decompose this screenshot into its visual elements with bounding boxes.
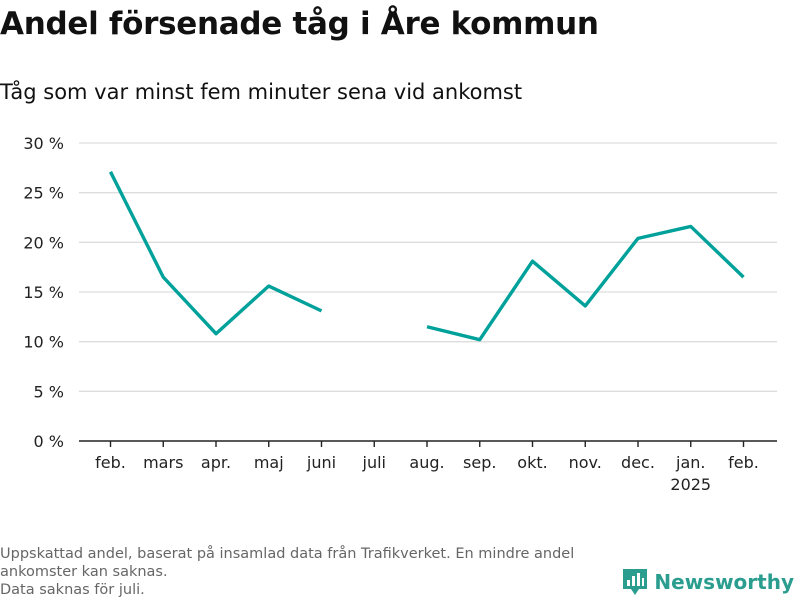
bar-chart-logo-icon (623, 569, 648, 595)
chart-title: Andel försenade tåg i Åre kommun (0, 6, 599, 42)
x-tick-label: juli (362, 453, 386, 472)
x-axis (79, 440, 777, 447)
series-line-segment (108, 171, 323, 336)
x-tick-label: dec. (621, 453, 655, 472)
x-tick-label: jan. (675, 453, 705, 472)
y-tick-label: 5 % (34, 382, 64, 401)
series-line-segment (426, 224, 745, 342)
y-tick-label: 10 % (23, 333, 64, 352)
x-tick-label: feb. (728, 453, 759, 472)
footnote-line-2: ankomster kan saknas. (0, 564, 168, 580)
x-tick-label: maj (254, 453, 284, 472)
x-tick-label: aug. (409, 453, 444, 472)
x-tick-label: feb. (95, 453, 126, 472)
y-axis-tick-labels: 0 % 5 % 10 % 15 % 20 % 25 % 30 % (23, 134, 64, 451)
footnote: Uppskattad andel, baserat på insamlad da… (0, 545, 640, 599)
brand-logo: Newsworthy (622, 568, 794, 596)
footnote-line-1: Uppskattad andel, baserat på insamlad da… (0, 546, 575, 562)
y-tick-label: 15 % (23, 283, 64, 302)
x-axis-tick-labels: feb. mars apr. maj juni juli aug. sep. okt. nov. d… (95, 453, 759, 494)
series-lines (108, 171, 745, 342)
y-tick-label: 0 % (34, 432, 64, 451)
gridlines (79, 142, 777, 392)
x-tick-label: sep. (463, 453, 496, 472)
x-tick-label: okt. (517, 453, 547, 472)
chart-subtitle: Tåg som var minst fem minuter sena vid a… (0, 80, 523, 104)
y-tick-label: 25 % (23, 184, 64, 203)
x-tick-label: mars (143, 453, 183, 472)
y-tick-label: 20 % (23, 233, 64, 252)
x-tick-label: nov. (569, 453, 602, 472)
x-tick-label: juni (306, 453, 336, 472)
y-tick-label: 30 % (23, 134, 64, 153)
x-tick-sublabel: 2025 (670, 475, 711, 494)
x-tick-label: apr. (201, 453, 231, 472)
brand-name: Newsworthy (654, 570, 794, 594)
footnote-line-3: Data saknas för juli. (0, 582, 145, 598)
line-chart: 0 % 5 % 10 % 15 % 20 % 25 % 30 % feb. mars apr. m… (23, 134, 777, 494)
